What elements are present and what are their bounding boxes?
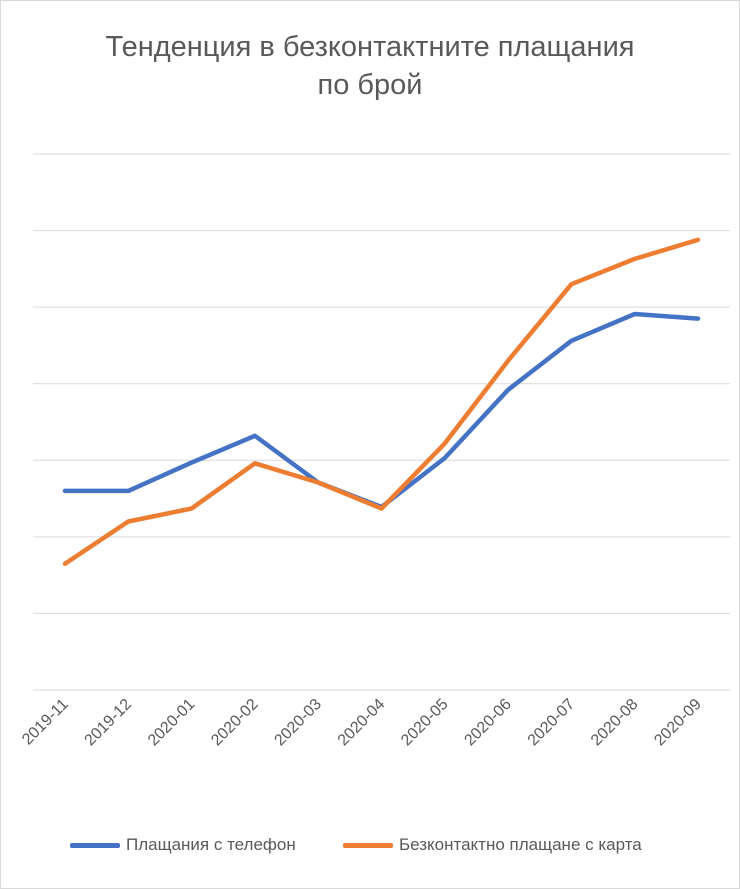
legend-item-card: Безконтактно плащане с карта xyxy=(343,835,642,855)
chart-title-line1: Тенденция в безконтактните плащания xyxy=(105,31,635,63)
legend-swatch-phone xyxy=(70,842,120,848)
x-tick-label: 2020-05 xyxy=(398,696,452,750)
series-lines xyxy=(62,237,701,566)
chart-title: Тенденция в безконтактните плащания по б… xyxy=(0,28,740,104)
x-tick-label: 2020-03 xyxy=(271,696,325,750)
x-axis-tick-labels: 2019-11 2019-12 2020-01 2020-02 2020-03 2020-… xyxy=(19,696,705,750)
x-tick-label: 2020-06 xyxy=(461,696,515,750)
legend-label-phone: Плащания с телефон xyxy=(126,835,296,854)
x-tick-label: 2020-07 xyxy=(525,696,579,750)
legend-label-card: Безконтактно плащане с карта xyxy=(399,835,642,854)
legend-item-phone: Плащания с телефон xyxy=(70,835,296,855)
chart-subtitle: по брой xyxy=(317,69,423,101)
legend: Плащания с телефон Безконтактно плащане … xyxy=(0,835,740,861)
x-tick-label: 2020-09 xyxy=(651,696,705,750)
series-line-phone xyxy=(62,311,701,510)
x-tick-label: 2020-02 xyxy=(208,696,262,750)
x-tick-label: 2020-01 xyxy=(145,696,199,750)
x-tick-label: 2019-11 xyxy=(19,696,72,749)
series-line-card xyxy=(62,237,701,566)
x-tick-label: 2020-08 xyxy=(588,696,642,750)
x-tick-label: 2019-12 xyxy=(82,696,136,750)
x-tick-label: 2020-04 xyxy=(335,696,389,750)
gridlines xyxy=(33,153,730,691)
legend-swatch-card xyxy=(343,842,393,848)
